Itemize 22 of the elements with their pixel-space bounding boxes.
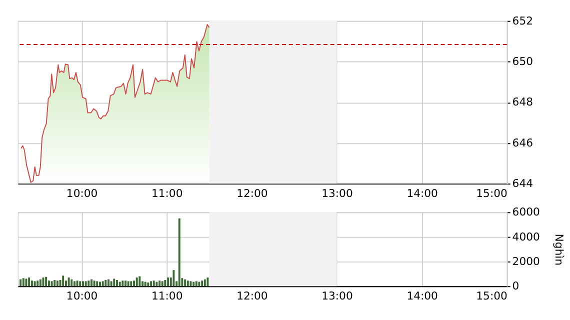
x-tick-label: 12:00 xyxy=(236,186,268,200)
x-tick-label: 12:00 xyxy=(236,289,268,302)
y-tick-label: 646 xyxy=(512,136,534,150)
y-tick-label: 648 xyxy=(512,96,534,109)
x-tick-label: 14:00 xyxy=(406,289,438,302)
y-tick-label: 4000 xyxy=(512,230,540,244)
y-axis-title: Nghìn xyxy=(552,234,566,266)
x-tick-label: 11:00 xyxy=(152,186,183,200)
y-tick-label: 2000 xyxy=(512,254,540,268)
x-tick-label: 13:00 xyxy=(322,289,353,302)
x-tick-label: 15:00 xyxy=(476,186,508,200)
x-tick-label: 13:00 xyxy=(322,186,353,200)
y-tick-label: 652 xyxy=(512,14,533,28)
y-tick-label: 6000 xyxy=(512,206,540,219)
y-tick-label: 644 xyxy=(512,177,534,190)
x-tick-label: 11:00 xyxy=(152,289,183,302)
x-tick-label: 10:00 xyxy=(66,289,98,302)
y-tick-label: 650 xyxy=(512,54,534,68)
y-tick-label: 0 xyxy=(512,280,520,293)
x-tick-label: 14:00 xyxy=(406,186,438,200)
x-tick-label: 10:00 xyxy=(66,186,98,200)
x-tick-label: 15:00 xyxy=(476,289,508,302)
